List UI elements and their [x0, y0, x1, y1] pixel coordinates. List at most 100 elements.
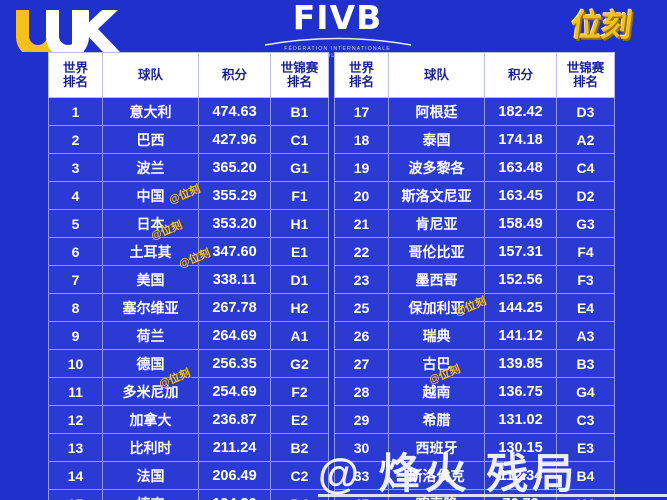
- team-name: 波兰: [102, 153, 199, 182]
- worlds-rank-value: E2: [270, 405, 329, 434]
- rank-value: 10: [48, 349, 103, 378]
- team-name: 土耳其: [102, 237, 199, 266]
- rank-value: 29: [334, 405, 389, 434]
- score-value: 211.24: [198, 433, 271, 462]
- score-value: 474.63: [198, 97, 271, 126]
- score-value: 157.31: [484, 237, 557, 266]
- left-ranking-table: 世界 排名 球队 积分 世锦赛 排名 1 意大利 474.63 B1 2 巴西 427.96…: [48, 52, 329, 500]
- table-row: 5 日本 353.20 H1: [48, 209, 329, 238]
- right-ranking-table-wrap: 世界 排名 球队 积分 世锦赛 排名 17 阿根廷 182.42 D3 18 泰国 174.…: [334, 52, 615, 500]
- score-value: 267.78: [198, 293, 271, 322]
- team-name: 比利时: [102, 433, 199, 462]
- rank-value: 11: [48, 377, 103, 406]
- table-row: 27 古巴 139.85 B3: [334, 349, 615, 378]
- table-row: 12 加拿大 236.87 E2: [48, 405, 329, 434]
- team-name: 塞尔维亚: [102, 293, 199, 322]
- rank-value: 1: [48, 97, 103, 126]
- table-row: 21 肯尼亚 158.49 G3: [334, 209, 615, 238]
- rank-value: 21: [334, 209, 389, 238]
- rank-value: 19: [334, 153, 389, 182]
- table-row: 17 阿根廷 182.42 D3: [334, 97, 615, 126]
- team-name: 泰国: [388, 125, 485, 154]
- rank-value: 20: [334, 181, 389, 210]
- team-name: 斯洛伐克: [388, 461, 485, 490]
- rank-value: 4: [48, 181, 103, 210]
- table-row: 2 巴西 427.96 C1: [48, 125, 329, 154]
- weike-logo: 位刻: [569, 5, 653, 49]
- rank-value: 26: [334, 321, 389, 350]
- rank-value: 2: [48, 125, 103, 154]
- team-name: 中国: [102, 181, 199, 210]
- rank-value: 12: [48, 405, 103, 434]
- left-ranking-table-wrap: 世界 排名 球队 积分 世锦赛 排名 1 意大利 474.63 B1 2 巴西 427.96…: [48, 52, 329, 500]
- score-value: 236.87: [198, 405, 271, 434]
- worlds-rank-value: E4: [556, 293, 615, 322]
- team-name: 希腊: [388, 405, 485, 434]
- rank-value: 33: [334, 461, 389, 490]
- worlds-rank-value: C4: [556, 153, 615, 182]
- table-row: 30 西班牙 130.15 E3: [334, 433, 615, 462]
- score-value: 355.29: [198, 181, 271, 210]
- fivb-logo: FIVB FÉDÉRATION INTERNATIONALE DE VOLLEY…: [255, 0, 420, 59]
- score-value: 347.60: [198, 237, 271, 266]
- rank-value: 25: [334, 293, 389, 322]
- score-value: 163.45: [484, 181, 557, 210]
- col-header-team: 球队: [388, 52, 485, 98]
- col-header-team: 球队: [102, 52, 199, 98]
- header-band: FIVB FÉDÉRATION INTERNATIONALE DE VOLLEY…: [0, 0, 667, 59]
- worlds-rank-value: D1: [270, 265, 329, 294]
- worlds-rank-value: H4: [556, 489, 615, 500]
- rank-value: 23: [334, 265, 389, 294]
- team-name: 阿根廷: [388, 97, 485, 126]
- score-value: 158.49: [484, 209, 557, 238]
- table-row: 9 荷兰 264.69 A1: [48, 321, 329, 350]
- table-row: 23 墨西哥 152.56 F3: [334, 265, 615, 294]
- score-value: 254.69: [198, 377, 271, 406]
- score-value: 76.72: [484, 489, 557, 500]
- col-header-worlds-rank-line1: 世锦赛: [566, 61, 605, 75]
- worlds-rank-value: F2: [270, 377, 329, 406]
- score-value: 136.75: [484, 377, 557, 406]
- table-row: 15捷克194.30D4: [48, 489, 329, 500]
- worlds-rank-value: G4: [556, 377, 615, 406]
- table-row: 1 意大利 474.63 B1: [48, 97, 329, 126]
- worlds-rank-value: A3: [556, 321, 615, 350]
- score-value: 163.48: [484, 153, 557, 182]
- rank-value: 13: [48, 433, 103, 462]
- team-name: 斯洛文尼亚: [388, 181, 485, 210]
- rank-value: 7: [48, 265, 103, 294]
- team-name: 喀麦隆: [388, 489, 485, 500]
- score-value: 256.35: [198, 349, 271, 378]
- team-name: 多米尼加: [102, 377, 199, 406]
- team-name: 保加利亚: [388, 293, 485, 322]
- fivb-arc-icon: [264, 37, 411, 46]
- table-row: 3 波兰 365.20 G1: [48, 153, 329, 182]
- worlds-rank-value: F1: [270, 181, 329, 210]
- worlds-rank-value: G3: [556, 209, 615, 238]
- col-header-worlds-rank: 世锦赛 排名: [556, 52, 615, 98]
- score-value: 365.20: [198, 153, 271, 182]
- worlds-rank-value: G2: [270, 349, 329, 378]
- team-name: 古巴: [388, 349, 485, 378]
- worlds-rank-value: D4: [270, 489, 329, 500]
- score-value: 112.34: [484, 461, 557, 490]
- table-row: 13 比利时 211.24 B2: [48, 433, 329, 462]
- table-row: 22 哥伦比亚 157.31 F4: [334, 237, 615, 266]
- table-row: 20 斯洛文尼亚 163.45 D2: [334, 181, 615, 210]
- worlds-rank-value: C2: [270, 461, 329, 490]
- team-name: 西班牙: [388, 433, 485, 462]
- table-row: 14 法国 206.49 C2: [48, 461, 329, 490]
- worlds-rank-value: E3: [556, 433, 615, 462]
- score-value: 206.49: [198, 461, 271, 490]
- score-value: 264.69: [198, 321, 271, 350]
- col-header-world-rank-line2: 排名: [348, 75, 374, 89]
- fivb-subtitle: FÉDÉRATION INTERNATIONALE: [284, 46, 391, 52]
- worlds-rank-value: F4: [556, 237, 615, 266]
- col-header-worlds-rank: 世锦赛 排名: [270, 52, 329, 98]
- rank-value: 3: [48, 153, 103, 182]
- table-row: 4 中国 355.29 F1: [48, 181, 329, 210]
- team-name: 越南: [388, 377, 485, 406]
- team-name: 荷兰: [102, 321, 199, 350]
- team-name: 肯尼亚: [388, 209, 485, 238]
